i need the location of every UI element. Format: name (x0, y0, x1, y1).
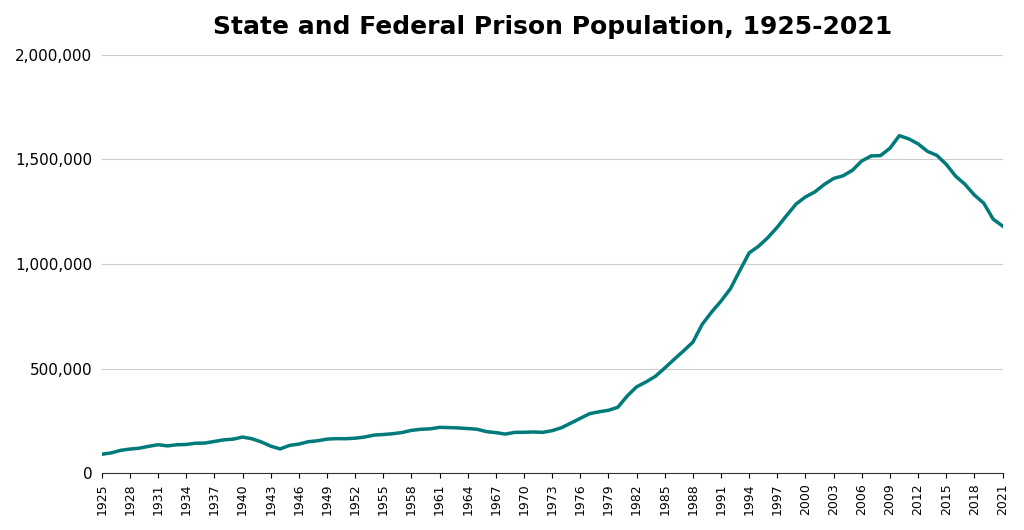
Title: State and Federal Prison Population, 1925-2021: State and Federal Prison Population, 192… (213, 15, 892, 39)
